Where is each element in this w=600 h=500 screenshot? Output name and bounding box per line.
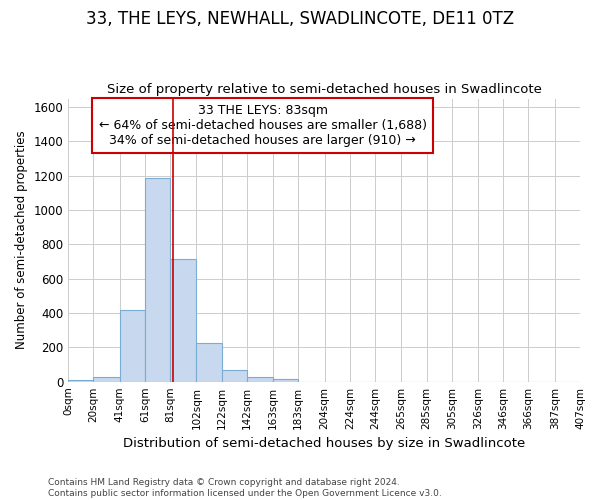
Bar xyxy=(247,377,273,382)
Text: 33, THE LEYS, NEWHALL, SWADLINCOTE, DE11 0TZ: 33, THE LEYS, NEWHALL, SWADLINCOTE, DE11… xyxy=(86,10,514,28)
Bar xyxy=(94,377,120,382)
Bar xyxy=(273,379,298,382)
Bar xyxy=(170,259,196,382)
Bar xyxy=(68,380,94,382)
X-axis label: Distribution of semi-detached houses by size in Swadlincote: Distribution of semi-detached houses by … xyxy=(123,437,525,450)
Bar xyxy=(145,178,170,382)
Y-axis label: Number of semi-detached properties: Number of semi-detached properties xyxy=(15,131,28,350)
Bar xyxy=(120,310,145,382)
Bar xyxy=(196,342,221,382)
Text: 33 THE LEYS: 83sqm
← 64% of semi-detached houses are smaller (1,688)
34% of semi: 33 THE LEYS: 83sqm ← 64% of semi-detache… xyxy=(98,104,427,147)
Text: Contains HM Land Registry data © Crown copyright and database right 2024.
Contai: Contains HM Land Registry data © Crown c… xyxy=(48,478,442,498)
Title: Size of property relative to semi-detached houses in Swadlincote: Size of property relative to semi-detach… xyxy=(107,83,542,96)
Bar xyxy=(221,370,247,382)
